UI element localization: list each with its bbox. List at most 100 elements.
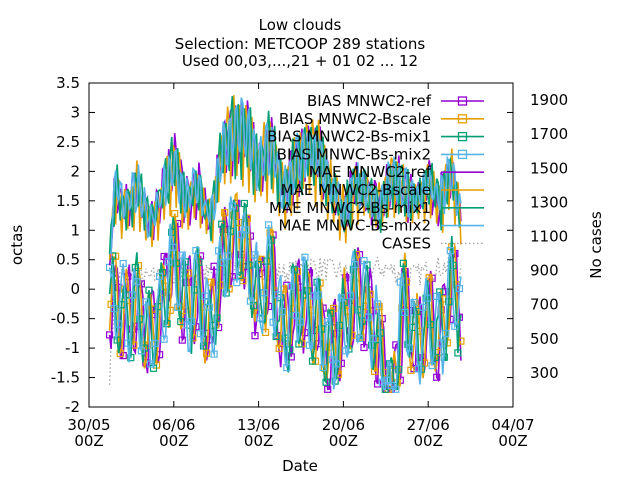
x-tick-sublabel: 00Z [244,432,273,450]
series-marker [171,210,179,218]
series-marker [433,292,441,300]
legend-label: MAE MNWC-Bs-mix2 [278,217,431,235]
series-marker [337,294,345,302]
legend-marker [457,96,468,106]
series-marker [333,360,341,368]
series-marker [113,336,121,344]
series-marker [392,385,400,393]
series-marker [163,320,171,328]
series-marker [287,282,295,290]
series-marker [378,378,386,386]
series-marker [355,334,364,342]
x-tick-sublabel: 00Z [159,432,188,450]
series-marker [295,340,303,348]
series-marker [455,284,463,293]
series-marker [349,265,357,273]
legend-label: BIAS MNWC2-Bscale [279,110,431,128]
x-tick-sublabel: 00Z [414,432,443,450]
axis-ticks: -2 -1.5 -1 -0.5 0 0.5 1 1.5 2 2.5 3 3.5 300 500 700 900… [51,74,568,450]
series-marker [405,344,413,352]
series-marker [445,298,453,306]
y-tick-label: -0.5 [51,310,80,328]
series-marker [105,331,114,339]
series-marker [169,243,177,251]
series-marker [192,247,200,255]
y-tick-label: 2.5 [56,133,80,151]
x-tick-sublabel: 00Z [498,432,527,450]
series-marker [137,347,145,355]
series-marker [310,292,318,300]
series-marker [221,209,229,217]
series-marker [364,313,373,321]
series-marker [374,300,382,308]
series-marker [202,349,211,357]
series-marker [205,336,214,344]
series-marker [260,289,268,297]
x-tick-label: 30/05 [67,416,110,434]
y2-tick-label: 1100 [530,227,568,245]
series-marker [395,365,403,374]
series-marker [142,298,150,306]
series-marker [201,292,209,300]
series-marker [296,318,304,326]
series-marker [245,261,253,269]
series-marker [431,353,439,361]
y-tick-label: 3.5 [56,74,80,92]
series-marker [383,376,391,384]
chart-title: Low clouds [259,16,342,34]
y-tick-label: 1.5 [56,192,80,210]
series-marker [322,378,330,386]
series-marker [160,252,168,261]
series-marker [178,336,186,344]
chart-subtitle-used: Used 00,03,...,21 + 01 02 ... 12 [182,52,418,70]
series-marker [246,297,254,305]
y2-tick-label: 1900 [530,91,568,109]
series-marker [346,292,354,300]
series-marker [454,349,462,357]
series-marker [240,199,248,208]
series-marker [318,325,326,333]
y2-axis-label: No cases [587,211,605,279]
legend-label: BIAS MNWC2-Bs-mix1 [267,128,431,146]
series-marker [308,357,317,365]
series-marker [437,339,445,347]
series-marker [301,253,309,261]
series-marker [128,291,136,299]
series-marker [224,252,232,260]
series-marker [451,322,459,330]
series-marker [172,259,180,267]
series-marker [174,303,182,311]
series-marker [287,353,295,361]
series-marker [433,373,441,381]
x-tick-label: 20/06 [322,416,365,434]
series-marker [127,354,135,362]
series-marker [196,330,205,338]
x-tick-sublabel: 00Z [329,432,358,450]
y-tick-label: -1.5 [51,369,80,387]
series-marker [304,287,312,295]
series-marker [272,332,280,341]
series-marker [165,258,173,266]
series-marker [425,274,433,282]
x-tick-label: 06/06 [152,416,195,434]
y-tick-label: 0.5 [56,251,80,269]
chart-titles: Low clouds Selection: METCOOP 289 statio… [175,16,426,70]
y2-tick-label: 700 [530,296,559,314]
series-marker [275,344,283,352]
series-marker [449,261,457,270]
series-marker [255,314,264,322]
series-marker [410,298,418,307]
series-marker [133,278,141,286]
chart-subtitle-selection: Selection: METCOOP 289 stations [175,35,426,53]
legend-marker [457,149,468,160]
plot-frame [88,82,514,408]
series-marker [136,315,144,323]
series-marker [146,360,155,368]
series-marker [428,362,436,370]
series-marker [218,220,226,228]
series-marker [242,226,250,234]
series-marker [274,291,282,299]
series-marker [336,321,344,329]
series-marker [269,318,277,326]
